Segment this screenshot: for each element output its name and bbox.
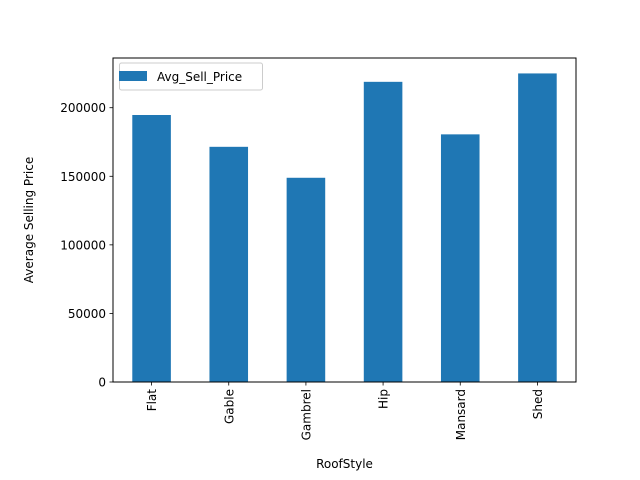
y-tick-label: 50000 [68,307,106,321]
x-tick-label: Shed [531,389,545,419]
y-tick-label: 100000 [60,238,106,252]
x-tick-label: Gable [222,389,236,424]
y-tick-label: 150000 [60,170,106,184]
x-tick-label: Hip [377,389,391,409]
x-axis-ticks: Flat Gable Gambrel Hip Mansard Shed [145,382,545,440]
bar-hip [363,81,403,382]
y-axis-label: Average Selling Price [22,157,36,283]
bars-group [132,73,557,383]
bar-gable [209,146,249,382]
bar-flat [132,115,171,382]
x-axis-label: RoofStyle [316,457,373,471]
plot-frame [112,57,577,383]
y-tick-label: 0 [98,376,106,390]
y-tick-label: 200000 [60,101,106,115]
bar-shed [518,73,557,383]
bar-mansard [440,134,480,382]
x-tick-label: Flat [145,389,159,412]
bar-gambrel [286,177,326,382]
x-tick-label: Mansard [454,389,468,440]
legend-label: Avg_Sell_Price [157,70,242,84]
legend-swatch [119,71,147,81]
legend: Avg_Sell_Price [119,62,263,91]
y-axis-ticks: 0 50000 100000 150000 200000 [60,101,113,390]
x-tick-label: Gambrel [299,389,313,440]
